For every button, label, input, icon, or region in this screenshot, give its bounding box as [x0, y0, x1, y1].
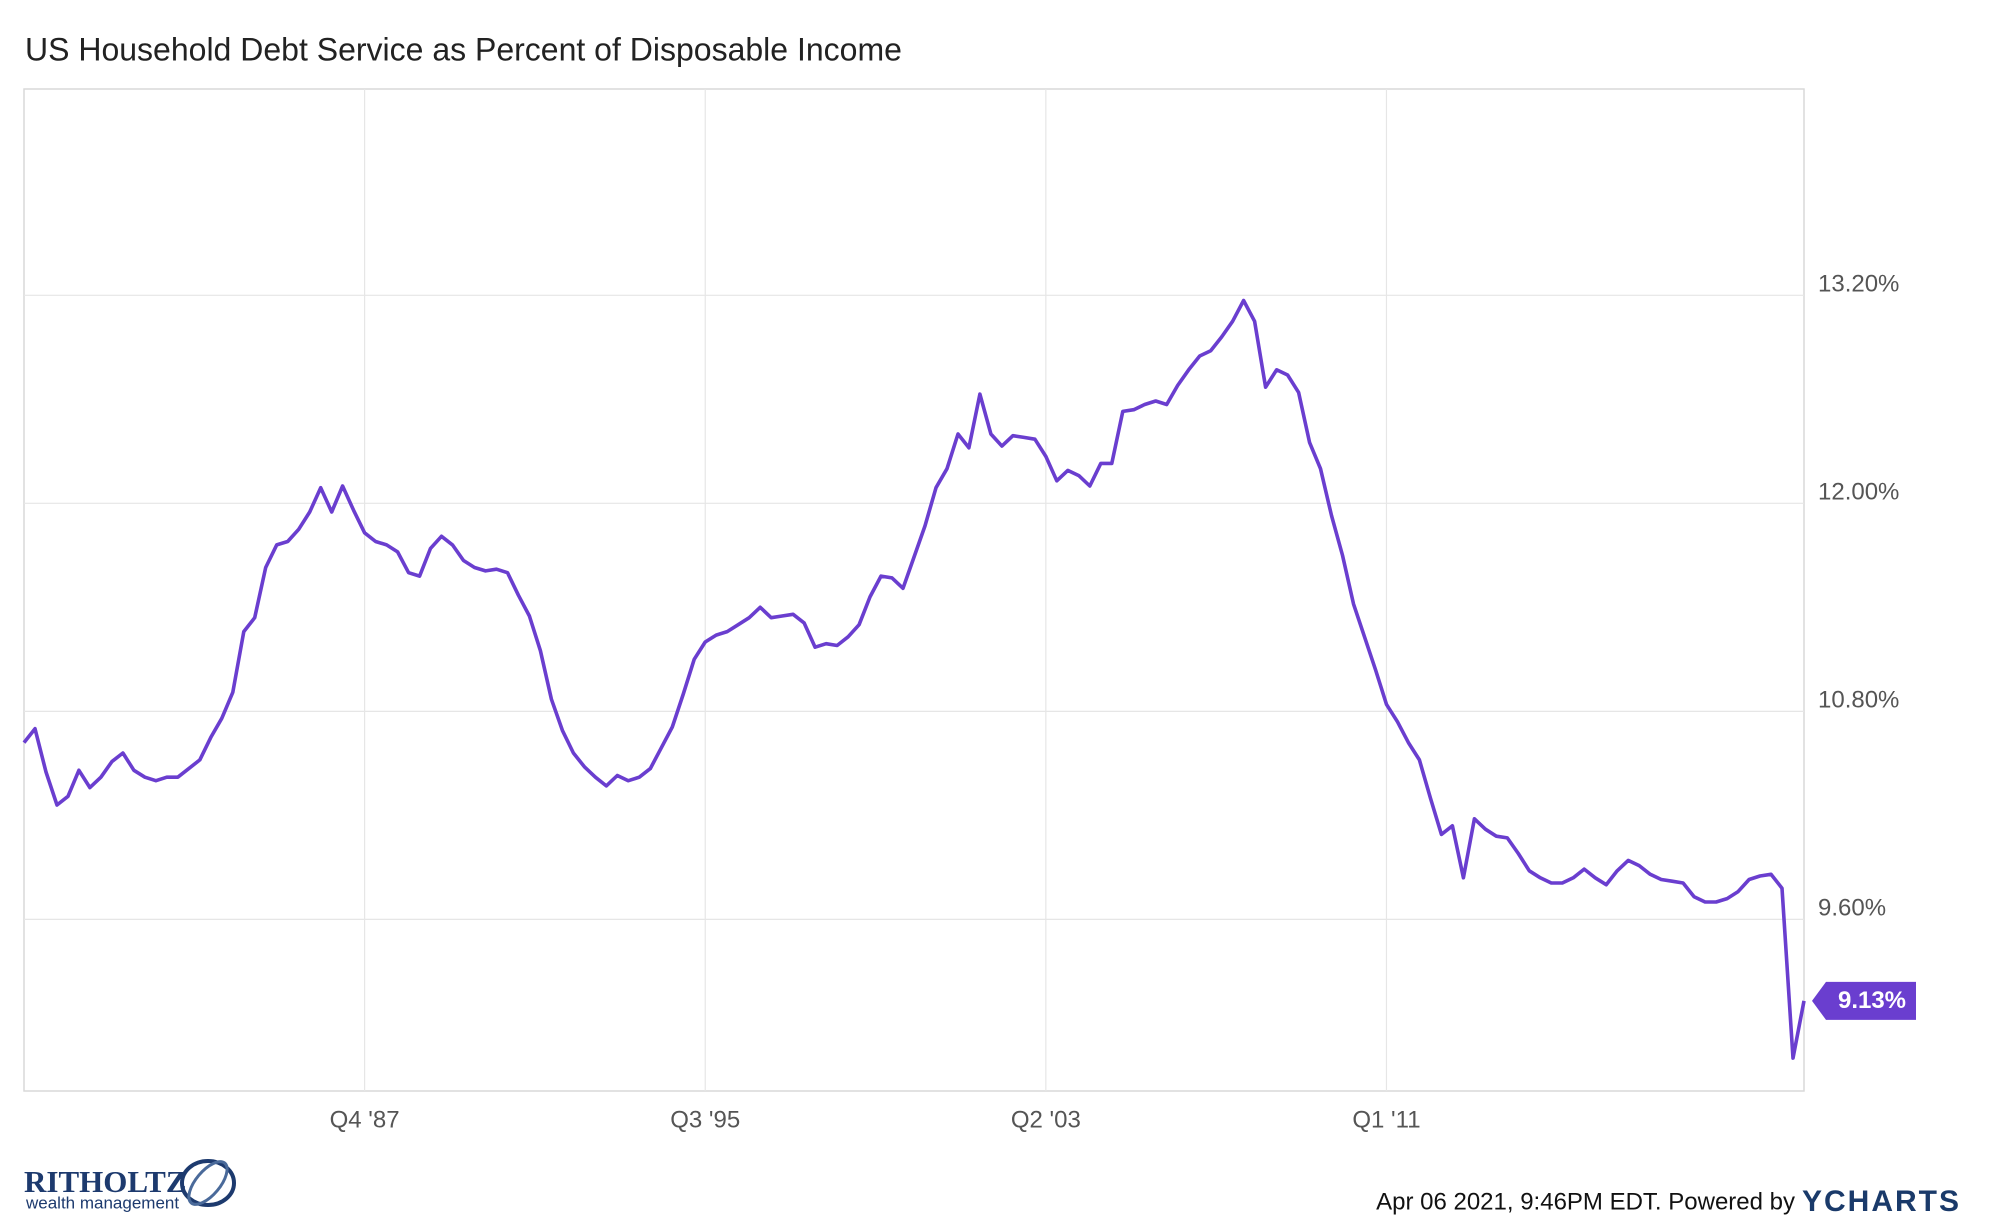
- plot-frame: [23, 88, 1805, 1092]
- logo-name: RITHOLTZ: [24, 1164, 187, 1199]
- x-tick-label: Q1 '11: [1352, 1106, 1420, 1133]
- x-tick-label: Q3 '95: [670, 1106, 740, 1133]
- last-value-label: 9.13%: [1838, 987, 1906, 1014]
- y-tick-label: 9.60%: [1818, 895, 1886, 922]
- y-tick-label: 13.20%: [1818, 271, 1899, 298]
- logo-subtitle: wealth management: [25, 1193, 179, 1212]
- y-tick-label: 10.80%: [1818, 687, 1899, 714]
- footer-timestamp: Apr 06 2021, 9:46PM EDT. Powered by: [1376, 1188, 1795, 1215]
- ycharts-brand: YCHARTS: [1802, 1185, 1961, 1218]
- last-value-badge: [1812, 981, 1916, 1020]
- chart-title: US Household Debt Service as Percent of …: [25, 31, 902, 67]
- y-tick-label: 12.00%: [1818, 479, 1899, 506]
- ritholtz-logo: RITHOLTZ wealth management: [24, 1159, 236, 1212]
- logo-emblem: [187, 1160, 229, 1206]
- x-tick-label: Q4 '87: [330, 1106, 400, 1133]
- logo-emblem: [180, 1159, 236, 1207]
- x-tick-label: Q2 '03: [1011, 1106, 1081, 1133]
- data-line: [22, 298, 1806, 1060]
